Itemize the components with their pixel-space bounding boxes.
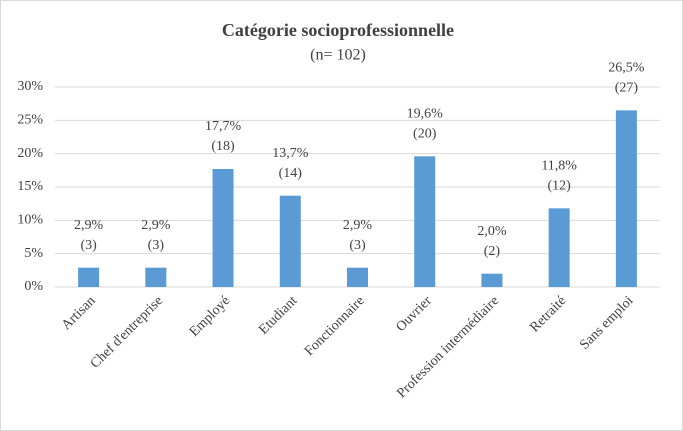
y-tick-label: 30% bbox=[17, 79, 43, 94]
bar bbox=[414, 156, 436, 287]
bar bbox=[212, 169, 234, 287]
count-label: (2) bbox=[484, 244, 501, 259]
count-label: (18) bbox=[211, 139, 235, 154]
value-label: 2,0% bbox=[477, 224, 507, 239]
bar bbox=[481, 273, 503, 287]
y-tick-label: 10% bbox=[17, 213, 43, 228]
value-label: 19,6% bbox=[407, 107, 444, 122]
value-label: 26,5% bbox=[608, 61, 645, 76]
value-label: 2,9% bbox=[141, 218, 171, 233]
value-label: 11,8% bbox=[541, 159, 577, 174]
bar bbox=[78, 267, 100, 287]
count-label: (3) bbox=[349, 238, 366, 253]
bar bbox=[145, 267, 167, 287]
y-tick-label: 0% bbox=[24, 279, 43, 294]
value-label: 2,9% bbox=[343, 218, 373, 233]
value-label: 2,9% bbox=[74, 218, 104, 233]
y-tick-label: 25% bbox=[17, 113, 43, 128]
y-tick-label: 20% bbox=[17, 146, 43, 161]
count-label: (27) bbox=[615, 81, 639, 96]
count-label: (14) bbox=[279, 166, 303, 181]
value-label: 13,7% bbox=[272, 146, 309, 161]
bar bbox=[279, 195, 301, 287]
chart-subtitle: (n= 102) bbox=[310, 47, 366, 64]
bar bbox=[615, 110, 637, 287]
bar bbox=[347, 267, 368, 287]
count-label: (12) bbox=[548, 179, 572, 194]
y-tick-label: 15% bbox=[17, 179, 43, 194]
y-tick-label: 5% bbox=[24, 246, 43, 261]
count-label: (3) bbox=[80, 238, 97, 253]
bar bbox=[548, 208, 570, 287]
count-label: (20) bbox=[413, 127, 437, 142]
value-label: 17,7% bbox=[205, 119, 242, 134]
chart-title: Catégorie socioprofessionnelle bbox=[222, 20, 454, 40]
count-label: (3) bbox=[148, 238, 165, 253]
